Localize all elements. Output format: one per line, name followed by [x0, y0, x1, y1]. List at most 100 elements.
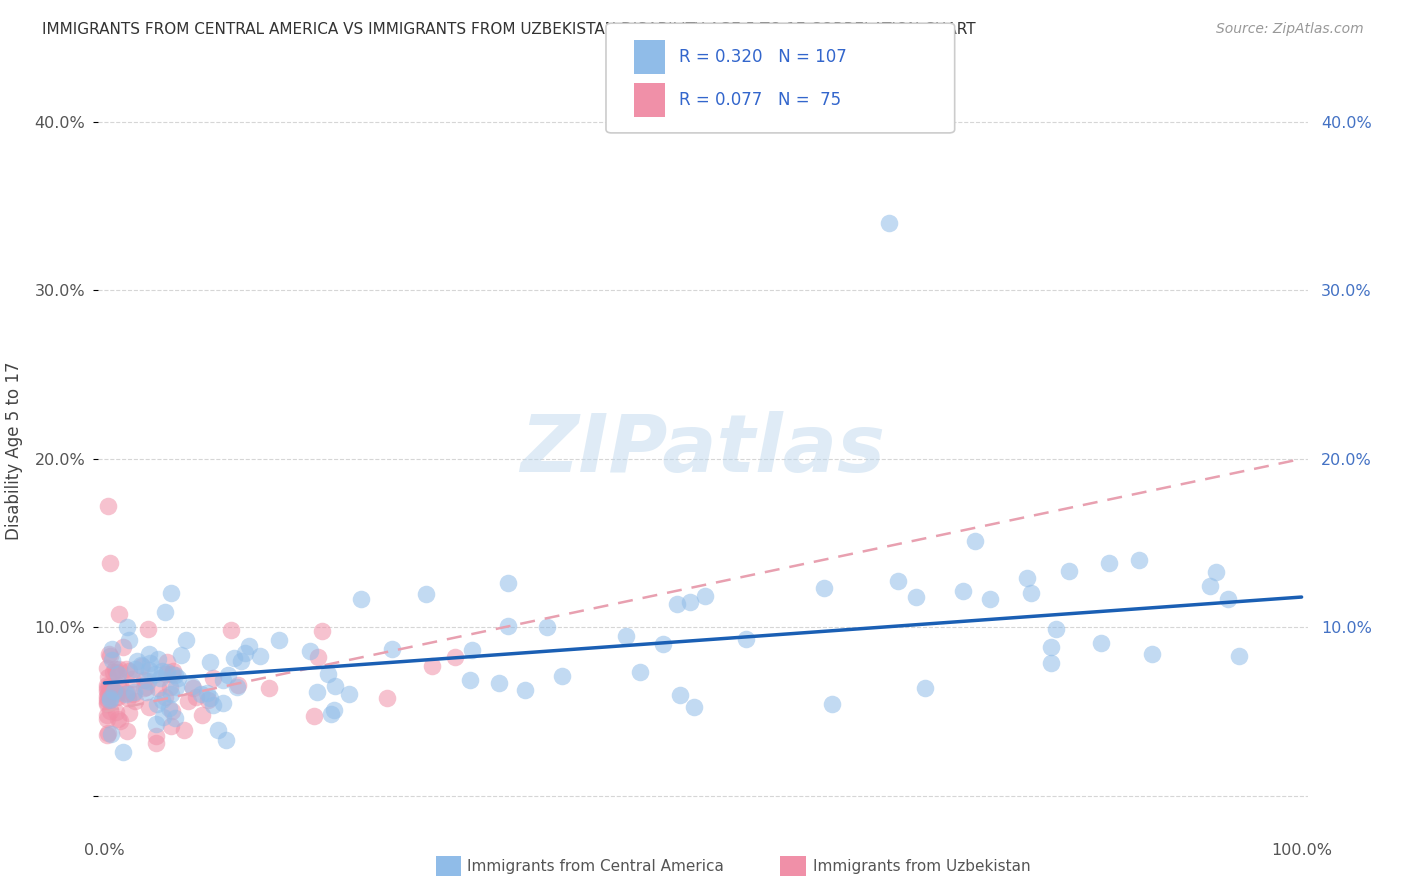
Point: [118, 633, 141, 648]
Point: [100, 557, 122, 571]
Point: [146, 697, 169, 711]
Point: [96, 689, 118, 703]
Point: [96, 697, 118, 711]
Point: [101, 665, 124, 679]
Point: [96, 712, 118, 726]
Point: [104, 662, 127, 676]
Point: [118, 665, 141, 679]
Point: [115, 724, 138, 739]
Point: [132, 681, 155, 696]
Point: [496, 619, 519, 633]
Point: [886, 574, 908, 588]
Point: [150, 665, 173, 679]
Point: [226, 678, 249, 692]
Point: [98, 704, 121, 718]
Point: [155, 667, 177, 681]
Point: [821, 697, 844, 711]
Point: [115, 686, 138, 700]
Point: [112, 640, 135, 654]
Point: [121, 672, 143, 686]
Point: [150, 693, 173, 707]
Point: [107, 607, 129, 621]
Point: [1057, 564, 1080, 578]
Point: [207, 723, 229, 737]
Point: [169, 648, 191, 662]
Point: [162, 665, 184, 679]
Point: [1098, 556, 1121, 570]
Text: Immigrants from Uzbekistan: Immigrants from Uzbekistan: [813, 859, 1031, 873]
Point: [125, 654, 148, 668]
Point: [121, 687, 143, 701]
Point: [195, 686, 218, 700]
Point: [96, 708, 118, 723]
Point: [97, 687, 120, 701]
Point: [148, 681, 170, 696]
Point: [160, 704, 183, 718]
Point: [323, 703, 346, 717]
Point: [735, 632, 758, 647]
Point: [107, 690, 129, 704]
Point: [124, 685, 146, 699]
Point: [96, 678, 118, 692]
Point: [132, 673, 155, 688]
Point: [107, 666, 129, 681]
Point: [190, 687, 212, 701]
Point: [1040, 656, 1063, 670]
Point: [146, 652, 169, 666]
Point: [181, 681, 204, 695]
Point: [444, 649, 467, 664]
Point: [124, 693, 146, 707]
Point: [307, 649, 329, 664]
Point: [1128, 553, 1150, 567]
Point: [1216, 591, 1239, 606]
Point: [103, 683, 125, 698]
Point: [215, 733, 238, 747]
Point: [105, 690, 128, 705]
Point: [695, 589, 717, 603]
Point: [316, 667, 339, 681]
Point: [217, 668, 239, 682]
Point: [138, 700, 160, 714]
Point: [117, 620, 139, 634]
Point: [1090, 636, 1112, 650]
Point: [108, 662, 131, 676]
Point: [165, 680, 187, 694]
Point: [202, 698, 225, 713]
Point: [105, 685, 128, 699]
Point: [129, 658, 152, 673]
Point: [160, 667, 183, 681]
Text: IMMIGRANTS FROM CENTRAL AMERICA VS IMMIGRANTS FROM UZBEKISTAN DISABILITY AGE 5 T: IMMIGRANTS FROM CENTRAL AMERICA VS IMMIG…: [42, 22, 976, 37]
Point: [683, 699, 706, 714]
Point: [461, 643, 484, 657]
Point: [1015, 571, 1038, 585]
Text: R = 0.077   N =  75: R = 0.077 N = 75: [679, 91, 841, 109]
Point: [181, 679, 204, 693]
Point: [167, 671, 190, 685]
Point: [157, 701, 180, 715]
Point: [96, 681, 118, 695]
Point: [551, 668, 574, 682]
Point: [200, 690, 222, 705]
Point: [375, 690, 398, 705]
Point: [415, 587, 437, 601]
Point: [222, 651, 245, 665]
Point: [202, 671, 225, 685]
Point: [159, 687, 181, 701]
Point: [135, 680, 157, 694]
Point: [458, 673, 481, 687]
Point: [1205, 565, 1227, 579]
Point: [152, 710, 174, 724]
Point: [114, 662, 136, 676]
Point: [630, 665, 652, 679]
Point: [952, 584, 974, 599]
Point: [136, 673, 159, 688]
Point: [211, 696, 233, 710]
Text: ZIPatlas: ZIPatlas: [520, 411, 886, 490]
Point: [614, 629, 637, 643]
Point: [107, 678, 129, 692]
Point: [249, 648, 271, 663]
Point: [165, 668, 187, 682]
Point: [515, 683, 537, 698]
Point: [97, 670, 120, 684]
Point: [96, 692, 118, 706]
